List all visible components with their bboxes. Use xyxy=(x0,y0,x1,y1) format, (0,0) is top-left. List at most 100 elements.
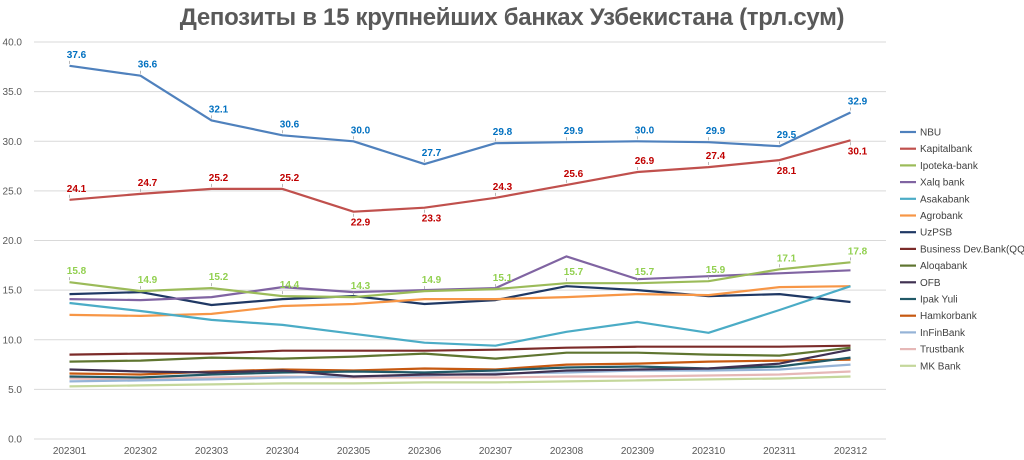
legend-label: Asakabank xyxy=(920,194,970,205)
series-line-agrobank xyxy=(69,285,851,317)
data-label: 29.5 xyxy=(777,130,797,141)
data-label: 29.9 xyxy=(706,126,726,137)
data-label: 29.8 xyxy=(493,127,513,138)
data-label: 26.9 xyxy=(635,156,655,167)
legend-item: Ipoteka-bank xyxy=(900,161,979,172)
series-line-kapitalbank xyxy=(69,139,851,213)
series-line-aloqabank xyxy=(69,346,851,363)
legend-label: Kapitalbank xyxy=(920,144,973,155)
x-tick-label: 202312 xyxy=(834,446,868,457)
data-label: 15.7 xyxy=(635,267,655,278)
x-axis-ticks: 202301 202302 202303 202304 202305 202306 2023… xyxy=(53,446,868,457)
data-label: 24.3 xyxy=(493,182,513,193)
legend-label: Ipak Yuli xyxy=(920,295,958,306)
x-tick-label: 202310 xyxy=(692,446,726,457)
chart-title: Депозиты в 15 крупнейших банках Узбекист… xyxy=(179,4,845,31)
data-label: 30.0 xyxy=(635,125,655,136)
legend-item: Aloqabank xyxy=(900,261,968,272)
data-label: 30.0 xyxy=(351,125,371,136)
legend-item: InFinBank xyxy=(900,328,966,339)
y-tick-label: 35.0 xyxy=(3,87,23,98)
legend-item: MK Bank xyxy=(900,361,962,372)
series-line-ofb xyxy=(69,348,851,378)
x-tick-label: 202307 xyxy=(479,446,513,457)
data-label: 25.6 xyxy=(564,169,584,180)
series-lines xyxy=(69,64,851,388)
x-tick-label: 202301 xyxy=(53,446,87,457)
data-label: 15.7 xyxy=(564,267,584,278)
data-label: 14.3 xyxy=(351,281,371,292)
x-tick-label: 202305 xyxy=(337,446,371,457)
legend-item: OFB xyxy=(900,278,941,289)
x-tick-label: 202311 xyxy=(763,446,796,457)
series-line-nbu xyxy=(69,64,851,166)
y-tick-label: 10.0 xyxy=(3,335,23,346)
legend-item: Ipak Yuli xyxy=(900,295,958,306)
data-label: 17.8 xyxy=(848,246,868,257)
data-label: 15.8 xyxy=(67,266,87,277)
data-label: 37.6 xyxy=(67,50,87,61)
data-label: 27.7 xyxy=(422,148,442,159)
legend-label: Business Dev.Bank(QQB) xyxy=(920,244,1024,255)
data-labels: 37.6 36.6 32.1 30.6 30.0 27.7 29.8 29.9 30.0 29.9… xyxy=(67,50,868,296)
data-label: 17.1 xyxy=(777,253,797,264)
legend-label: MK Bank xyxy=(920,361,962,372)
legend-label: Ipoteka-bank xyxy=(920,161,979,172)
data-label: 24.1 xyxy=(67,184,87,195)
legend-item: Kapitalbank xyxy=(900,144,973,155)
series-line-ipoteka-bank xyxy=(69,261,851,299)
legend-label: Aloqabank xyxy=(920,261,968,272)
legend: NBU Kapitalbank Ipoteka-bank Xalq bank Asaka… xyxy=(900,128,1024,372)
x-tick-label: 202309 xyxy=(621,446,655,457)
x-tick-label: 202306 xyxy=(408,446,442,457)
y-axis-ticks: 0.0 5.0 10.0 15.0 20.0 25.0 30.0 35.0 40.0 xyxy=(3,38,23,446)
y-tick-label: 0.0 xyxy=(8,435,22,446)
legend-item: Hamkorbank xyxy=(900,311,978,322)
series-line-asakabank xyxy=(69,285,851,347)
series-line-trustbank xyxy=(69,370,851,381)
data-label: 29.9 xyxy=(564,126,584,137)
data-label: 30.1 xyxy=(848,146,868,157)
legend-label: NBU xyxy=(920,128,941,139)
data-label: 32.9 xyxy=(848,96,868,107)
legend-item: NBU xyxy=(900,128,941,139)
y-tick-label: 20.0 xyxy=(3,236,23,247)
legend-label: Xalq bank xyxy=(920,178,965,189)
series-line-uzpsb xyxy=(69,285,851,307)
legend-label: InFinBank xyxy=(920,328,966,339)
series-line-business-dev-bank-qqb- xyxy=(69,344,851,356)
legend-item: Trustbank xyxy=(900,345,965,356)
legend-item: UzPSB xyxy=(900,228,953,239)
legend-label: OFB xyxy=(920,278,941,289)
y-tick-label: 15.0 xyxy=(3,286,23,297)
data-label: 25.2 xyxy=(280,173,300,184)
legend-label: UzPSB xyxy=(920,228,953,239)
legend-label: Agrobank xyxy=(920,211,964,222)
data-label: 28.1 xyxy=(777,166,797,177)
y-tick-label: 30.0 xyxy=(3,137,23,148)
data-label: 14.4 xyxy=(280,280,300,291)
data-label: 25.2 xyxy=(209,173,229,184)
x-tick-label: 202303 xyxy=(195,446,229,457)
data-label: 36.6 xyxy=(138,60,158,71)
data-label: 22.9 xyxy=(351,218,371,229)
series-line-mk-bank xyxy=(69,375,851,388)
data-label: 24.7 xyxy=(138,178,158,189)
data-label: 30.6 xyxy=(280,119,300,130)
data-label: 32.1 xyxy=(209,104,229,115)
legend-item: Agrobank xyxy=(900,211,964,222)
data-label: 15.2 xyxy=(209,272,229,283)
data-label: 15.9 xyxy=(706,265,726,276)
legend-label: Trustbank xyxy=(920,345,965,356)
data-label: 27.4 xyxy=(706,151,726,162)
data-label: 14.9 xyxy=(138,275,158,286)
data-label: 23.3 xyxy=(422,214,442,225)
y-tick-label: 40.0 xyxy=(3,38,23,49)
data-label: 15.1 xyxy=(493,273,513,284)
legend-item: Business Dev.Bank(QQB) xyxy=(900,244,1024,255)
x-tick-label: 202308 xyxy=(550,446,584,457)
legend-label: Hamkorbank xyxy=(920,311,978,322)
data-label: 14.9 xyxy=(422,275,442,286)
y-tick-label: 5.0 xyxy=(8,385,22,396)
